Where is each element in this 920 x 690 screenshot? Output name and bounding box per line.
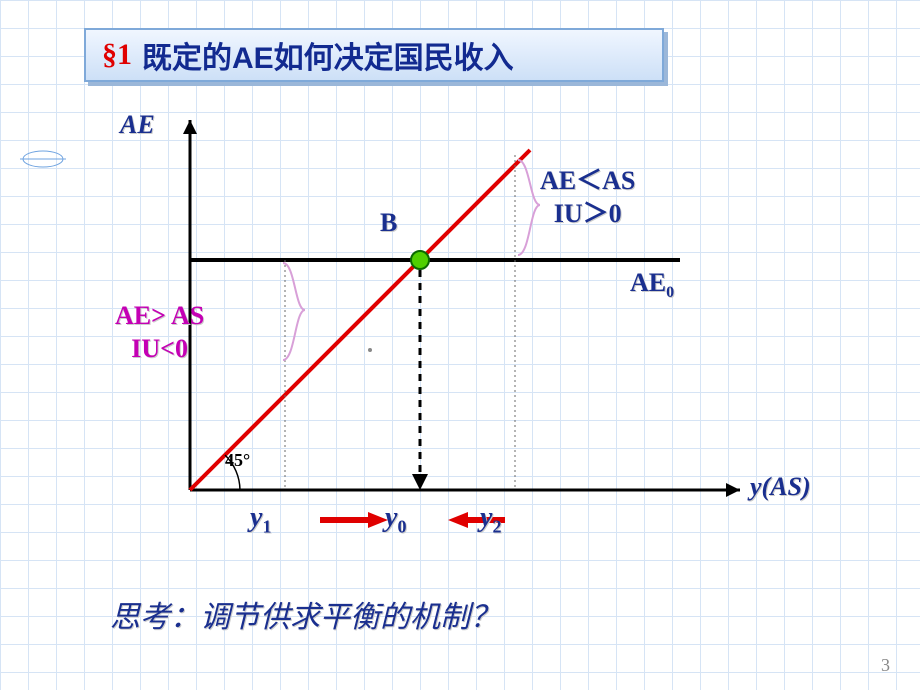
x-axis-label: y(AS) — [750, 472, 811, 502]
condition-left: AE> AS IU<0 — [115, 300, 204, 365]
page-number: 3 — [881, 655, 890, 676]
guide-y0-arrow — [412, 474, 428, 490]
forty-five-line — [190, 150, 530, 490]
small-dot — [368, 348, 372, 352]
point-b — [411, 251, 429, 269]
brace-left — [283, 263, 305, 360]
brace-right — [518, 160, 540, 255]
point-b-label: B — [380, 208, 397, 238]
tick-y2: y2 — [480, 502, 501, 538]
y-axis-label: AE — [120, 110, 155, 140]
title-prefix: §1 — [102, 38, 132, 72]
condition-right: AE＜AS IU＞0 — [540, 165, 635, 230]
question-text: 思考：调节供求平衡的机制？ — [110, 592, 500, 636]
tick-y1: y1 — [250, 502, 271, 538]
ae-diagram: AE y(AS) AE0 B 45° AE> AS IU<0 AE＜AS IU＞… — [60, 110, 780, 540]
title-text: 既定的AE如何决定国民收入 — [142, 33, 514, 77]
y-axis-arrow — [183, 120, 197, 134]
title-bar: §1 既定的AE如何决定国民收入 — [84, 28, 664, 82]
arrow-y1-to-y0 — [320, 512, 388, 528]
ae0-label: AE0 — [630, 268, 674, 302]
x-axis-arrow — [726, 483, 740, 497]
angle-45-label: 45° — [225, 450, 250, 471]
tick-y0: y0 — [385, 502, 406, 538]
